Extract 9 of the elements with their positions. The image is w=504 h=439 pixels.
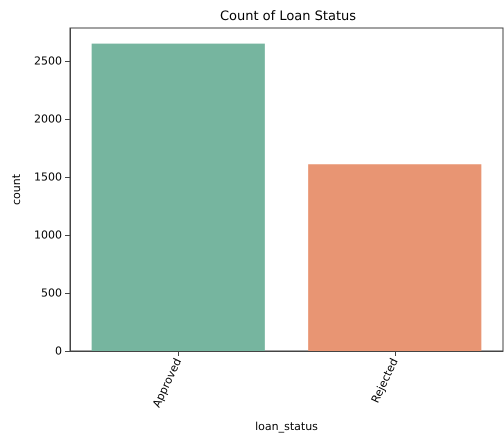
chart-title: Count of Loan Status bbox=[220, 9, 356, 24]
y-tick-label: 0 bbox=[55, 344, 62, 358]
y-tick-label: 1000 bbox=[34, 228, 62, 242]
y-tick-label: 500 bbox=[41, 286, 62, 300]
y-tick-label: 1500 bbox=[34, 170, 62, 184]
x-axis-title: loan_status bbox=[255, 420, 318, 433]
y-axis-title: count bbox=[10, 173, 23, 206]
y-tick-label: 2500 bbox=[34, 54, 62, 68]
y-tick-label: 2000 bbox=[34, 112, 62, 126]
